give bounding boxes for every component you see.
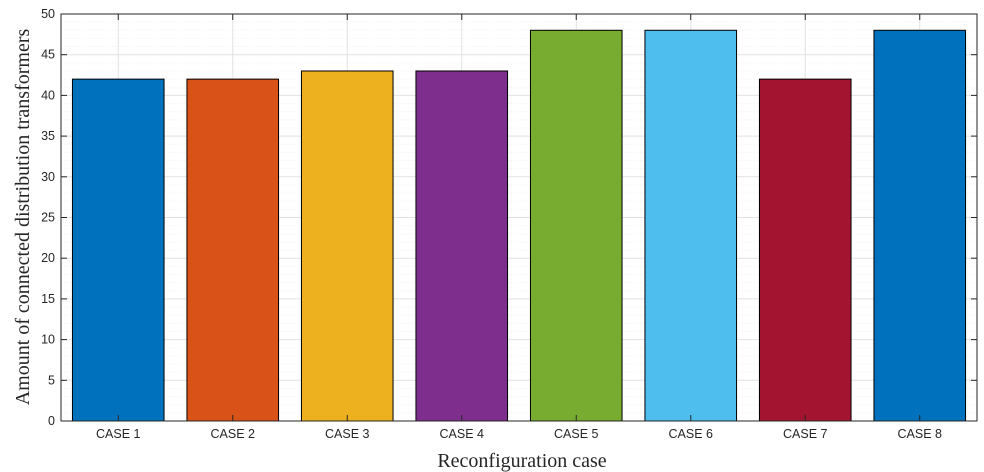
x-tick-labels: CASE 1 CASE 2 CASE 3 CASE 4 CASE 5 CASE 6 CASE…: [96, 427, 942, 441]
bar-case-2: [186, 78, 280, 422]
x-tick-label: CASE 3: [325, 427, 370, 441]
x-tick-label: CASE 4: [440, 427, 485, 441]
x-tick-label: CASE 1: [96, 427, 141, 441]
bar-case-6: [644, 29, 738, 422]
y-tick-label: 10: [41, 333, 55, 347]
y-tick-label: 15: [41, 292, 55, 306]
y-tick-labels: 0 5 10 15 20 25 30 35 40 45 50: [41, 7, 55, 428]
y-tick-label: 40: [41, 88, 55, 102]
y-tick-label: 35: [41, 129, 55, 143]
x-tick-label: CASE 6: [669, 427, 714, 441]
bar-case-7: [758, 78, 852, 422]
x-tick-label: CASE 8: [898, 427, 943, 441]
y-tick-label: 30: [41, 170, 55, 184]
bars: [71, 29, 967, 422]
y-tick-label: 45: [41, 48, 55, 62]
axis-ticks: [61, 13, 977, 422]
bar-case-4: [415, 70, 509, 422]
x-axis-title: Reconfiguration case: [437, 450, 606, 472]
x-tick-label: CASE 7: [783, 427, 828, 441]
y-tick-label: 5: [48, 373, 55, 387]
bar-case-3: [300, 70, 394, 422]
x-tick-label: CASE 2: [211, 427, 256, 441]
y-tick-label: 0: [48, 414, 55, 428]
bar-case-5: [529, 29, 623, 422]
y-tick-label: 50: [41, 7, 55, 21]
bar-case-1: [71, 78, 165, 422]
x-tick-label: CASE 5: [554, 427, 599, 441]
bar-case-8: [873, 29, 967, 422]
y-tick-label: 25: [41, 211, 55, 225]
y-tick-label: 20: [41, 251, 55, 265]
y-axis-title: Amount of connected distribution transfo…: [12, 28, 34, 405]
